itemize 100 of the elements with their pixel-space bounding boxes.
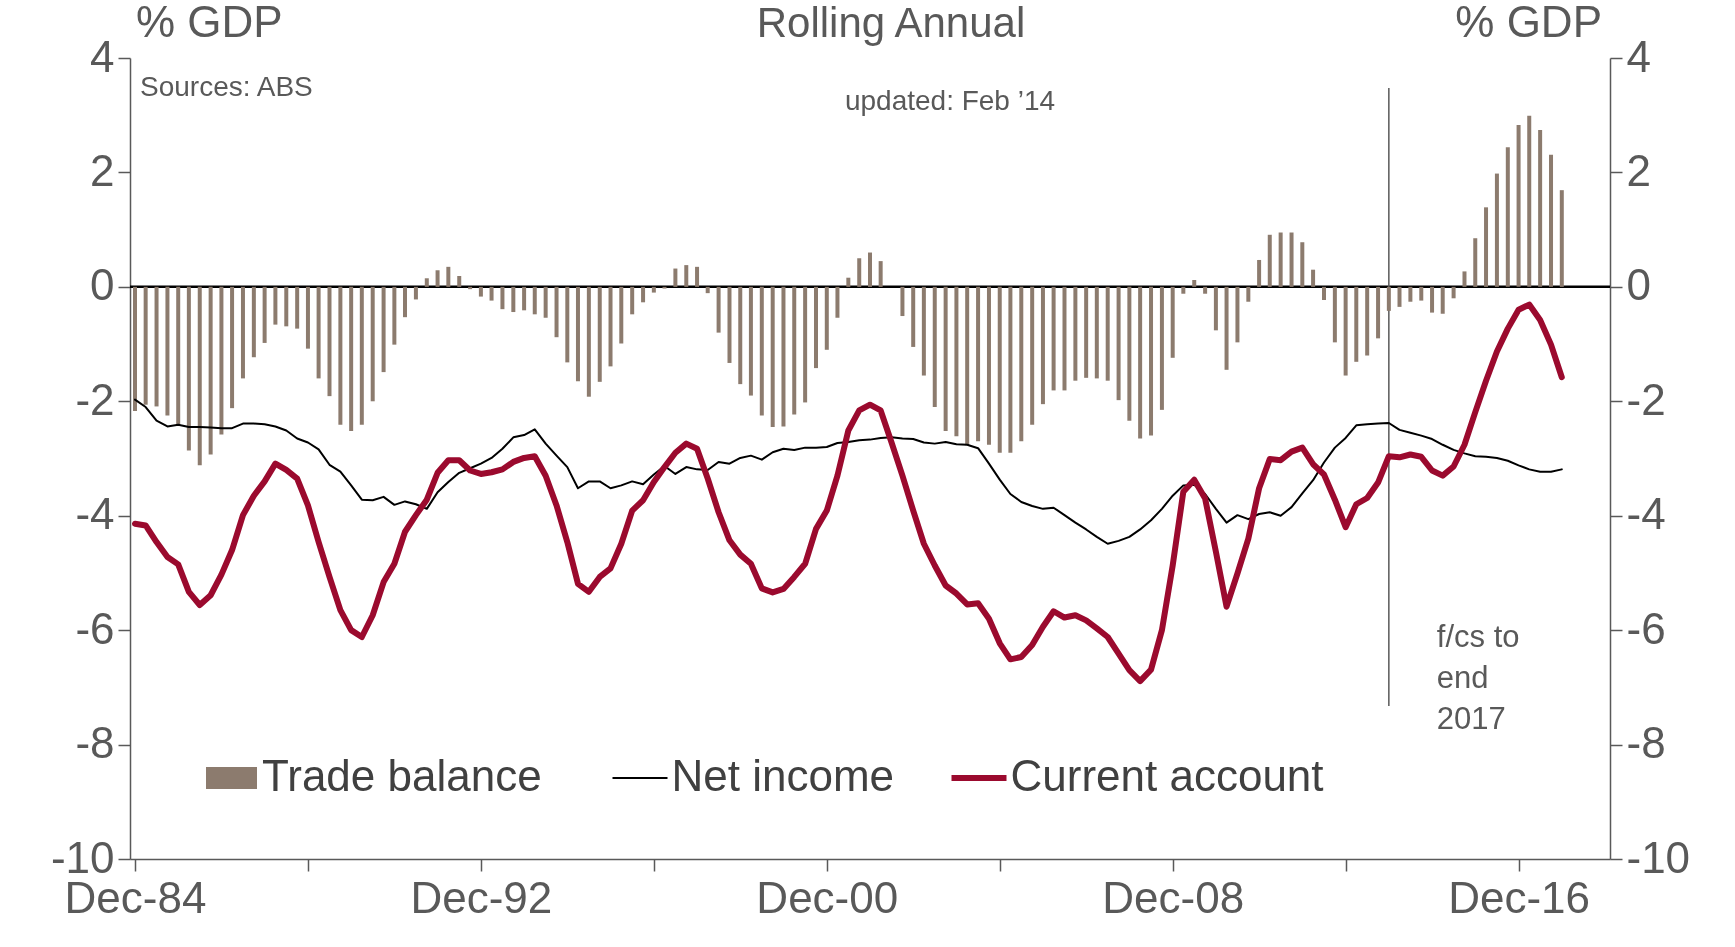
bar [1440, 286, 1445, 314]
bar [1354, 286, 1359, 362]
bar [868, 252, 872, 287]
bar [705, 286, 710, 294]
bar [608, 286, 613, 367]
bar [1030, 286, 1035, 425]
bar [943, 286, 948, 432]
bar [565, 286, 570, 363]
bar [338, 286, 343, 425]
y-tick-label: -2 [75, 374, 115, 424]
bar [392, 286, 397, 345]
bar [370, 286, 375, 402]
bar [1376, 286, 1381, 339]
bar [1321, 286, 1326, 301]
y-tick-label: 2 [90, 145, 115, 195]
bar [997, 286, 1002, 453]
line-series [134, 398, 1563, 545]
bar [522, 286, 527, 311]
bar [1549, 154, 1554, 287]
bar [230, 286, 235, 409]
bar [176, 286, 181, 425]
bar [143, 286, 148, 405]
bar [1408, 286, 1413, 302]
y2-tick-label: -6 [1626, 603, 1666, 653]
bar [1267, 234, 1272, 287]
bar [1213, 286, 1218, 331]
y2-tick-label: 2 [1626, 145, 1651, 195]
bar [1257, 259, 1262, 287]
bar [1040, 286, 1045, 405]
bar [857, 258, 862, 287]
legend-label: Current account [1010, 751, 1324, 800]
bar [424, 278, 429, 287]
bar [240, 286, 245, 379]
bar [1127, 286, 1132, 421]
bar [1494, 173, 1499, 287]
x-tick-label: Dec-08 [1102, 872, 1245, 922]
bar [770, 286, 775, 428]
bar [1419, 286, 1424, 301]
bar [295, 286, 300, 329]
bar [641, 286, 646, 303]
y2-tick-label: -2 [1626, 374, 1666, 424]
bar [284, 286, 289, 327]
bar [327, 286, 332, 397]
bar [262, 286, 267, 343]
bar [316, 286, 321, 379]
bar [1462, 271, 1467, 287]
y2-tick-label: 4 [1626, 31, 1651, 81]
x-tick-label: Dec-92 [410, 872, 553, 922]
bar [554, 286, 559, 338]
bar [824, 286, 829, 350]
bar [1181, 286, 1186, 294]
bar [900, 286, 905, 317]
y2-tick-label: -8 [1626, 718, 1666, 768]
bar [1149, 286, 1154, 436]
bar [911, 286, 916, 347]
bar [748, 286, 753, 396]
bar [846, 277, 851, 287]
bar [1235, 286, 1240, 343]
bar [208, 286, 213, 455]
bar [273, 286, 278, 325]
y2-axis-title: % GDP [1455, 0, 1602, 46]
bar [781, 286, 786, 427]
y-tick-label: 0 [90, 260, 115, 310]
bar [403, 286, 408, 318]
bar [349, 286, 354, 432]
bar [835, 286, 840, 318]
bar [1278, 232, 1283, 287]
bar [575, 286, 580, 382]
y-tick-label: 4 [90, 31, 115, 81]
ref-line-label: f/cs to end 2017 [1436, 619, 1520, 736]
legend-label: Trade balance [262, 751, 542, 800]
bar [954, 286, 959, 437]
bar [1386, 286, 1391, 311]
bar [803, 286, 808, 403]
bar [1516, 124, 1521, 287]
bar [532, 286, 537, 315]
bar [413, 286, 418, 300]
bar [543, 286, 548, 318]
y2-tick-label: -10 [1626, 832, 1691, 882]
bar [381, 286, 386, 373]
bar [305, 286, 310, 349]
bar [1084, 286, 1089, 378]
bar [1527, 115, 1532, 287]
bar [489, 286, 494, 301]
bar [986, 286, 991, 445]
bar [684, 265, 689, 287]
y-tick-label: -6 [75, 603, 115, 653]
bar [1538, 130, 1543, 287]
bar [965, 286, 970, 446]
bar [586, 286, 591, 397]
bar [727, 286, 732, 363]
bar [1289, 232, 1294, 287]
bar [738, 286, 743, 385]
bar [878, 261, 883, 287]
bar [133, 286, 137, 412]
bar [1343, 286, 1348, 376]
bar [1332, 286, 1337, 343]
bar [154, 286, 159, 407]
bar [673, 268, 678, 287]
bar [1170, 286, 1175, 358]
